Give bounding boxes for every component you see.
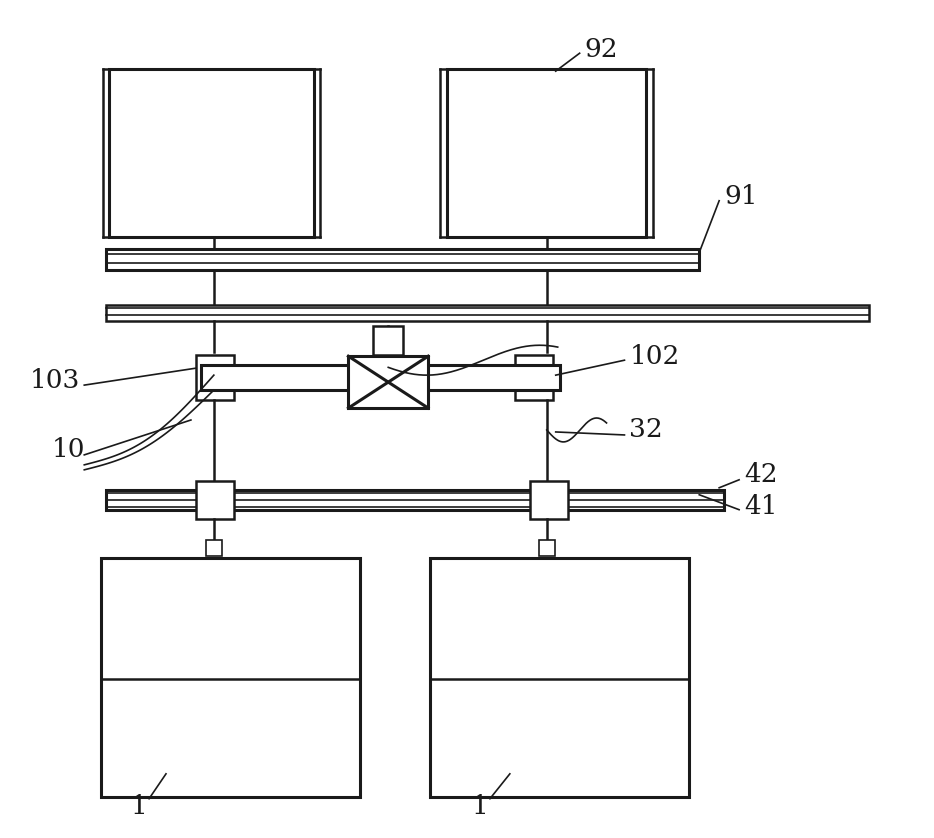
Bar (530, 481, 568, 519)
Bar (348, 356, 428, 408)
Text: 91: 91 (724, 184, 757, 210)
Bar (196, 481, 234, 519)
Text: 103: 103 (30, 368, 79, 393)
Bar (447, 70, 646, 236)
Bar (374, 326, 403, 355)
Bar (109, 70, 314, 236)
Bar (539, 540, 555, 556)
Text: 92: 92 (585, 37, 618, 62)
Bar (106, 249, 700, 271)
Bar (101, 557, 361, 797)
Text: 1: 1 (131, 794, 148, 820)
Text: 10: 10 (51, 437, 85, 463)
Bar (196, 355, 234, 400)
Text: 41: 41 (744, 494, 778, 520)
Text: 102: 102 (630, 344, 680, 369)
Bar (515, 355, 553, 400)
Bar (201, 365, 559, 391)
Text: 32: 32 (630, 417, 663, 442)
Bar (431, 557, 689, 797)
Bar (205, 540, 221, 556)
Text: 1: 1 (472, 794, 488, 820)
Bar (106, 305, 869, 321)
Text: 42: 42 (744, 463, 778, 488)
Bar (106, 489, 724, 510)
